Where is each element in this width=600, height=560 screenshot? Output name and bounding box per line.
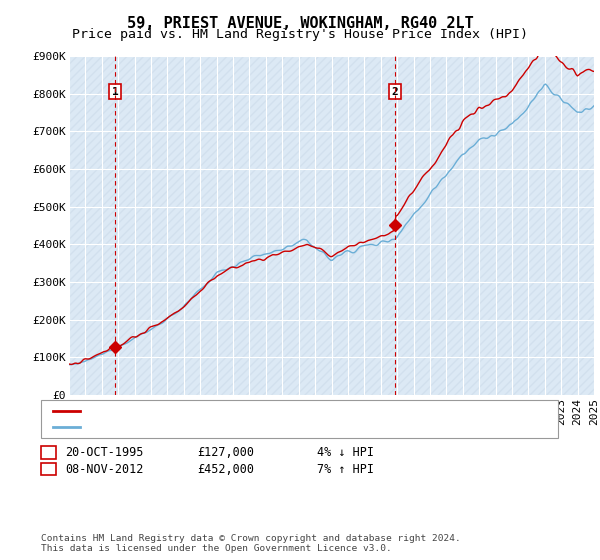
Text: 4% ↓ HPI: 4% ↓ HPI xyxy=(317,446,374,459)
Text: £127,000: £127,000 xyxy=(197,446,254,459)
Text: 59, PRIEST AVENUE, WOKINGHAM, RG40 2LT (detached house): 59, PRIEST AVENUE, WOKINGHAM, RG40 2LT (… xyxy=(86,405,443,416)
Text: 1: 1 xyxy=(112,87,118,96)
Text: 1: 1 xyxy=(45,446,52,459)
Text: Contains HM Land Registry data © Crown copyright and database right 2024.
This d: Contains HM Land Registry data © Crown c… xyxy=(41,534,461,553)
Text: HPI: Average price, detached house, Wokingham: HPI: Average price, detached house, Woki… xyxy=(86,422,379,432)
Text: £452,000: £452,000 xyxy=(197,463,254,476)
Text: 20-OCT-1995: 20-OCT-1995 xyxy=(65,446,143,459)
Text: 2: 2 xyxy=(391,87,398,96)
Text: 2: 2 xyxy=(45,463,52,476)
Text: 08-NOV-2012: 08-NOV-2012 xyxy=(65,463,143,476)
Text: 59, PRIEST AVENUE, WOKINGHAM, RG40 2LT: 59, PRIEST AVENUE, WOKINGHAM, RG40 2LT xyxy=(127,16,473,31)
Text: Price paid vs. HM Land Registry's House Price Index (HPI): Price paid vs. HM Land Registry's House … xyxy=(72,28,528,41)
Text: 7% ↑ HPI: 7% ↑ HPI xyxy=(317,463,374,476)
